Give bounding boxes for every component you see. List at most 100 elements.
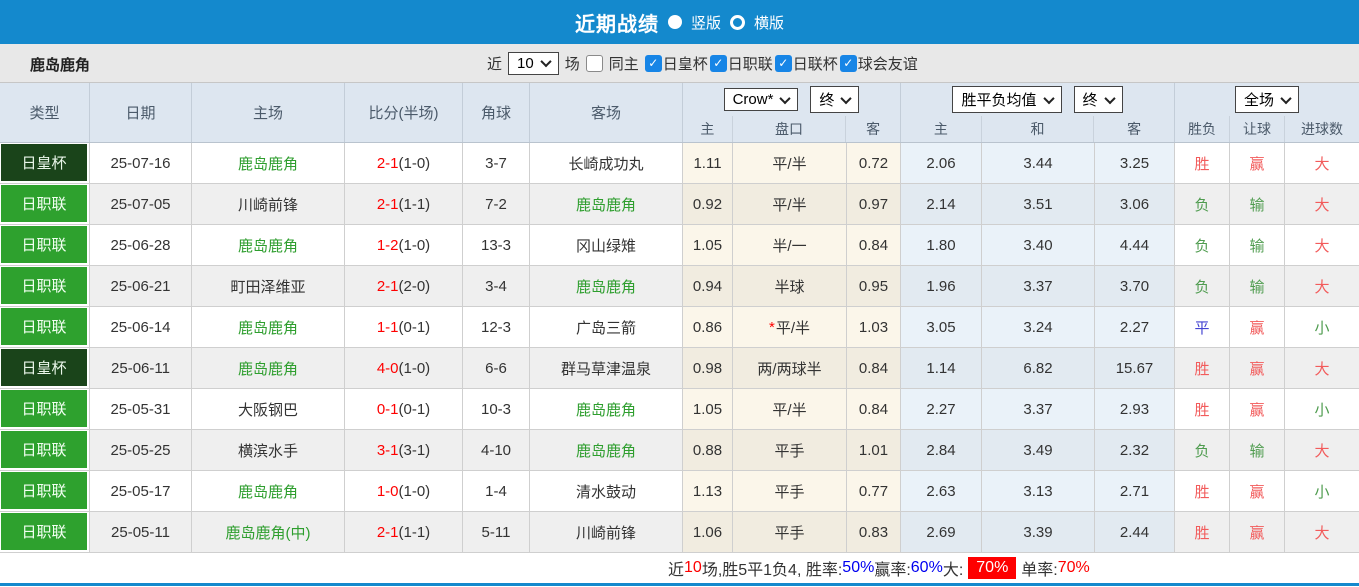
away-team-link[interactable]: 清水鼓动: [575, 483, 636, 501]
league-type-badge: 日皇杯: [1, 349, 87, 386]
home-odds-cell: 0.88: [683, 430, 733, 471]
avg-away-cell: 2.27: [1095, 307, 1175, 348]
goals-result-cell: 大: [1285, 143, 1359, 184]
halftime-score: (0-1): [398, 400, 431, 418]
table-body: 日皇杯 25-07-16 鹿岛鹿角 2-1 (1-0) 3-7 长崎成功丸 1.11 平/半 0.…: [0, 143, 1359, 553]
home-team-link[interactable]: 町田泽维亚: [230, 278, 306, 296]
company-select[interactable]: Crow*: [723, 88, 799, 111]
handicap-cell: 平/半: [733, 389, 847, 430]
league-checkbox[interactable]: [774, 54, 792, 72]
handicap-result-cell: 赢: [1230, 143, 1285, 184]
date-cell: 25-06-21: [90, 266, 192, 307]
league-label[interactable]: 日皇杯: [662, 55, 708, 73]
league-label[interactable]: 球会友谊: [857, 55, 918, 73]
summary-segment: 70%: [1057, 559, 1090, 576]
league-checkbox[interactable]: [839, 54, 857, 72]
fulltime-score: 3-1: [376, 441, 399, 459]
home-team-link[interactable]: 鹿岛鹿角: [237, 483, 298, 501]
handicap-result-cell: 赢: [1230, 307, 1285, 348]
home-team-link[interactable]: 鹿岛鹿角: [237, 319, 298, 337]
avg-home-cell: 1.96: [901, 266, 982, 307]
league-filters: 日皇杯 日职联 日联杯 球会友谊: [644, 53, 918, 74]
away-team-link[interactable]: 川崎前锋: [575, 524, 636, 542]
match-row: 日职联 25-06-28 鹿岛鹿角 1-2 (1-0) 13-3 冈山绿雉 1.05 半/一 0.…: [0, 225, 1359, 266]
col-header-score: 比分(半场): [345, 83, 463, 142]
handicap-result-cell: 赢: [1230, 389, 1285, 430]
away-team-link[interactable]: 长崎成功丸: [568, 155, 644, 173]
date-cell: 25-06-28: [90, 225, 192, 266]
avg-select[interactable]: 胜平负均值: [952, 86, 1062, 113]
score-cell: 1-0 (1-0): [345, 471, 463, 512]
company-period-select[interactable]: 终: [810, 86, 860, 113]
away-team-cell: 鹿岛鹿角: [530, 266, 683, 307]
league-type-badge: 日职联: [1, 267, 87, 304]
summary-segment: 10: [684, 559, 702, 576]
league-type-cell: 日职联: [0, 430, 90, 471]
league-label[interactable]: 日联杯: [792, 55, 838, 73]
home-team-link[interactable]: 鹿岛鹿角: [237, 155, 298, 173]
away-team-link[interactable]: 鹿岛鹿角: [575, 196, 636, 214]
filter-bar: 鹿岛鹿角 近 10 场 同主 日皇杯 日职联 日联杯 球会友谊: [0, 44, 1359, 83]
panel-title: 近期战绩: [574, 13, 659, 36]
away-team-cell: 鹿岛鹿角: [530, 389, 683, 430]
home-team-link[interactable]: 横滨水手: [237, 442, 298, 460]
avg-period-select[interactable]: 终: [1073, 86, 1123, 113]
home-team-link[interactable]: 鹿岛鹿角(中): [225, 524, 311, 542]
horizontal-layout-label[interactable]: 横版: [754, 14, 785, 32]
chevron-down-icon: [840, 92, 853, 104]
date-cell: 25-06-14: [90, 307, 192, 348]
home-team-link[interactable]: 鹿岛鹿角: [237, 237, 298, 255]
horizontal-layout-radio-icon[interactable]: [730, 14, 745, 30]
league-checkbox[interactable]: [709, 54, 727, 72]
avg-away-cell: 2.71: [1095, 471, 1175, 512]
away-team-link[interactable]: 冈山绿雉: [575, 237, 636, 255]
home-team-cell: 町田泽维亚: [192, 266, 345, 307]
league-filter-item: 球会友谊: [839, 53, 918, 74]
home-team-cell: 鹿岛鹿角: [192, 225, 345, 266]
summary-segment: 50%: [842, 559, 875, 576]
avg-home-cell: 2.84: [901, 430, 982, 471]
handicap-result-cell: 赢: [1230, 471, 1285, 512]
handicap-cell: 半/一: [733, 225, 847, 266]
score-cell: 2-1 (2-0): [345, 266, 463, 307]
match-count-select[interactable]: 10: [508, 51, 559, 75]
avg-draw-cell: 6.82: [982, 348, 1095, 389]
corner-cell: 1-4: [463, 471, 530, 512]
halftime-score: (0-1): [398, 318, 431, 336]
result-cell: 负: [1175, 266, 1230, 307]
league-checkbox[interactable]: [644, 54, 662, 72]
home-team-link[interactable]: 川崎前锋: [237, 196, 298, 214]
result-cell: 胜: [1175, 471, 1230, 512]
summary-segment: 近: [668, 562, 685, 579]
away-team-link[interactable]: 鹿岛鹿角: [575, 401, 636, 419]
league-label[interactable]: 日职联: [727, 55, 773, 73]
away-team-link[interactable]: 鹿岛鹿角: [575, 278, 636, 296]
summary-segment: 70%: [968, 557, 1017, 579]
team-name: 鹿岛鹿角: [30, 57, 91, 74]
handicap-cell: * 平/半: [733, 307, 847, 348]
home-odds-cell: 1.05: [683, 389, 733, 430]
same-home-checkbox[interactable]: [585, 54, 603, 72]
avg-away-cell: 2.32: [1095, 430, 1175, 471]
vertical-layout-label[interactable]: 竖版: [690, 14, 721, 32]
sub-header-avg-home: 主: [901, 116, 982, 142]
company-period-value: 终: [819, 92, 835, 109]
result-cell: 胜: [1175, 389, 1230, 430]
vertical-layout-radio-icon[interactable]: [667, 15, 682, 29]
near-label: 近: [487, 55, 503, 73]
home-team-cell: 大阪钢巴: [192, 389, 345, 430]
away-team-link[interactable]: 群马草津温泉: [560, 360, 651, 378]
away-team-link[interactable]: 广岛三箭: [575, 319, 636, 337]
corner-cell: 7-2: [463, 184, 530, 225]
home-team-link[interactable]: 鹿岛鹿角: [237, 360, 298, 378]
scope-select[interactable]: 全场: [1234, 86, 1299, 113]
away-team-link[interactable]: 鹿岛鹿角: [575, 442, 636, 460]
sub-header-odds-home: 主: [683, 116, 733, 142]
home-odds-cell: 0.98: [683, 348, 733, 389]
home-team-link[interactable]: 大阪钢巴: [237, 401, 298, 419]
home-odds-cell: 1.05: [683, 225, 733, 266]
league-type-badge: 日职联: [1, 185, 87, 222]
away-odds-cell: 1.03: [847, 307, 901, 348]
corner-cell: 13-3: [463, 225, 530, 266]
same-home-label[interactable]: 同主: [608, 55, 639, 73]
